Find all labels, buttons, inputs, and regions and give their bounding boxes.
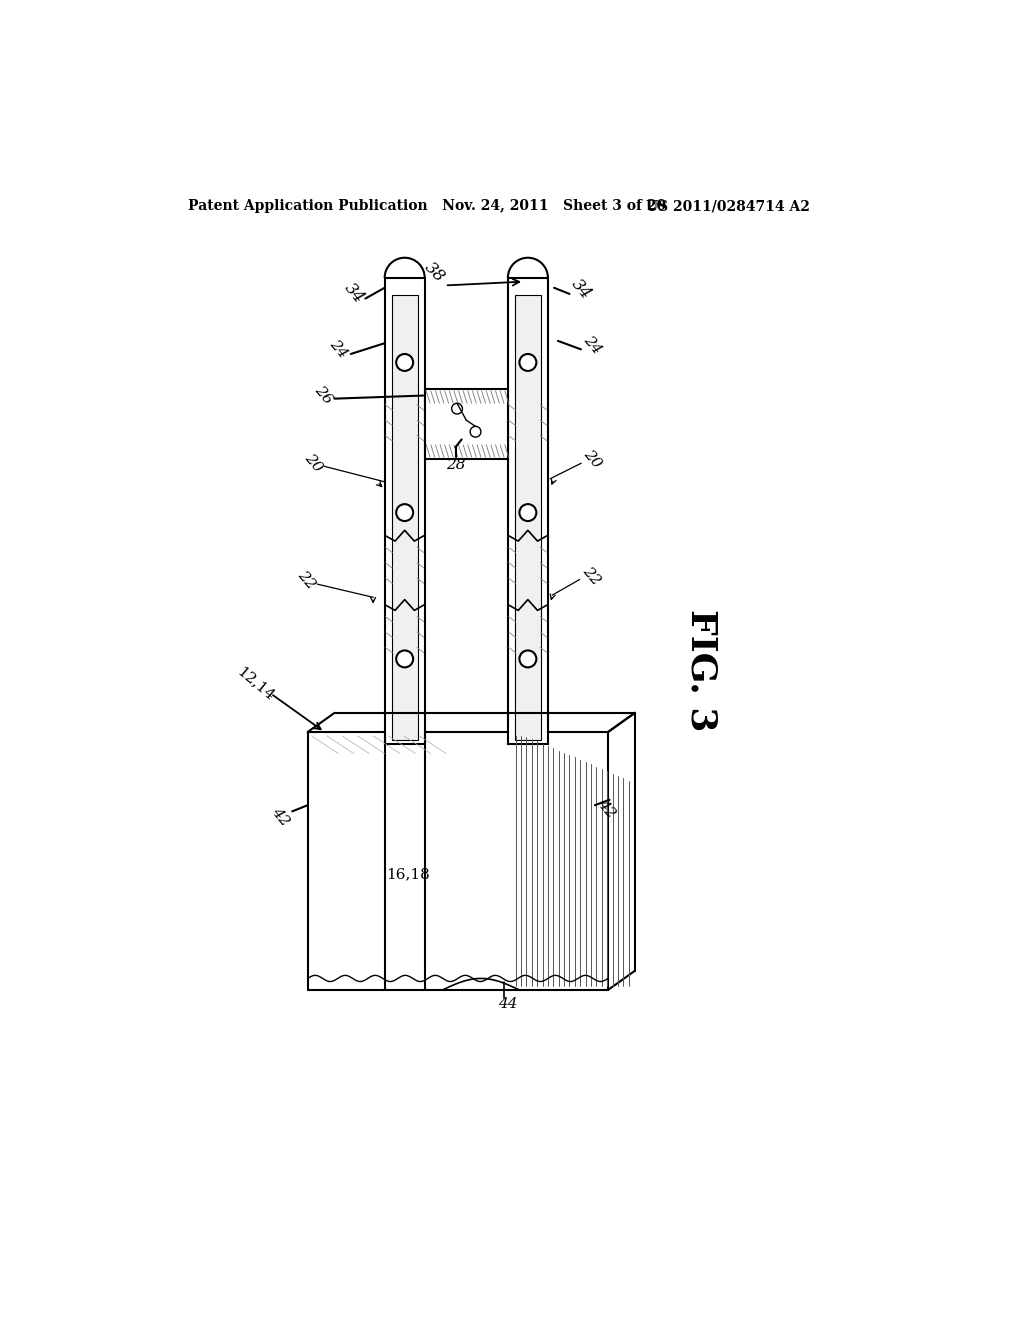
Text: 38: 38	[421, 259, 449, 286]
Bar	[425, 389, 508, 459]
Text: 44: 44	[498, 997, 517, 1011]
Text: 12,14: 12,14	[234, 664, 276, 704]
Bar	[515, 294, 541, 739]
Text: 34: 34	[341, 280, 368, 306]
Circle shape	[470, 426, 481, 437]
Circle shape	[519, 504, 537, 521]
Text: 26: 26	[311, 383, 335, 407]
Text: 42: 42	[595, 797, 618, 821]
Text: 34: 34	[567, 276, 594, 302]
Text: 42: 42	[269, 805, 292, 829]
Circle shape	[519, 354, 537, 371]
Text: 28: 28	[445, 458, 465, 471]
Text: Patent Application Publication   Nov. 24, 2011   Sheet 3 of 20: Patent Application Publication Nov. 24, …	[188, 199, 667, 213]
Circle shape	[452, 404, 463, 414]
Bar	[391, 294, 418, 739]
Text: 22: 22	[295, 569, 317, 593]
Text: 16,18: 16,18	[386, 867, 430, 882]
Text: US 2011/0284714 A2: US 2011/0284714 A2	[646, 199, 810, 213]
Text: 20: 20	[302, 450, 326, 474]
Text: 24: 24	[327, 338, 350, 362]
Text: 20: 20	[581, 446, 604, 471]
Bar	[385, 277, 425, 743]
Text: FIG. 3: FIG. 3	[685, 610, 719, 731]
Circle shape	[519, 651, 537, 668]
Circle shape	[396, 651, 413, 668]
Circle shape	[396, 504, 413, 521]
Text: 22: 22	[580, 564, 603, 587]
Text: 24: 24	[581, 333, 604, 356]
Circle shape	[396, 354, 413, 371]
Bar	[508, 277, 548, 743]
